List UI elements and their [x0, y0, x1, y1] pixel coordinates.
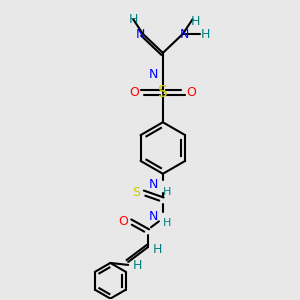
Text: N: N — [148, 68, 158, 81]
Text: S: S — [158, 85, 168, 100]
Text: H: H — [153, 243, 163, 256]
Text: O: O — [187, 86, 196, 99]
Text: H: H — [163, 187, 171, 196]
Text: H: H — [201, 28, 210, 40]
Text: N: N — [180, 28, 189, 40]
Text: H: H — [191, 15, 200, 28]
Text: H: H — [163, 218, 171, 228]
Text: O: O — [129, 86, 139, 99]
Text: S: S — [132, 186, 140, 199]
Text: N: N — [148, 178, 158, 191]
Text: N: N — [148, 210, 158, 223]
Text: H: H — [132, 260, 142, 272]
Text: O: O — [118, 215, 128, 228]
Text: N: N — [135, 28, 145, 40]
Text: H: H — [128, 13, 138, 26]
